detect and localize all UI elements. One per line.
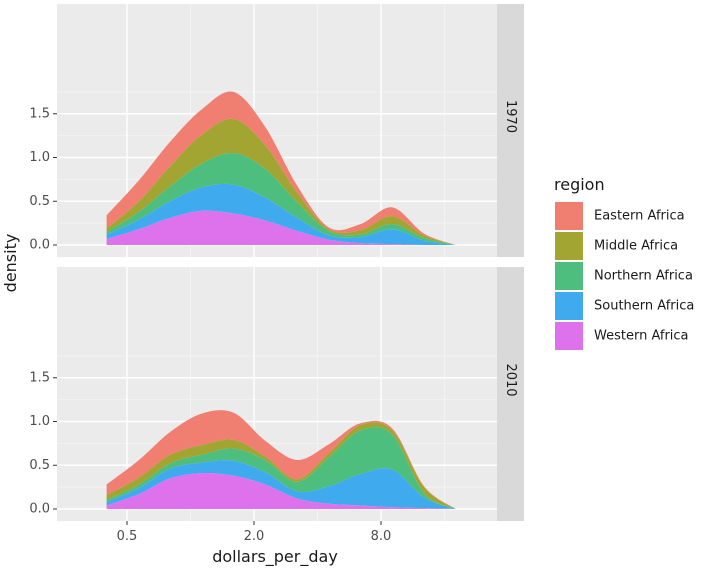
x-tick-label: 2.0 xyxy=(244,529,265,544)
y-tick-label: 0.5 xyxy=(29,458,50,473)
y-axis-title: density xyxy=(1,234,20,293)
x-tick-label: 0.5 xyxy=(117,529,138,544)
density-area-middle-africa xyxy=(106,118,456,245)
facet-strip-label: 1970 xyxy=(503,100,518,133)
legend-swatch-southern-africa xyxy=(555,292,583,320)
panels-layer: 1970 0.0 0.5 1.0 1.5 2010 0.0 0.5 1.0 1.5 xyxy=(29,4,524,521)
legend-swatch-western-africa xyxy=(555,322,583,350)
facet-panel-1970: 1970 0.0 0.5 1.0 1.5 xyxy=(29,4,524,257)
y-tick-label: 0.5 xyxy=(29,194,50,209)
facet-panel-2010: 2010 0.0 0.5 1.0 1.5 xyxy=(29,267,524,521)
y-tick-label: 0.0 xyxy=(29,238,50,253)
density-area-northern-africa xyxy=(106,427,456,509)
y-tick-label: 1.0 xyxy=(29,150,50,165)
legend: region Eastern Africa Middle Africa Northe… xyxy=(554,175,694,350)
legend-title: region xyxy=(554,175,605,194)
density-area-eastern-africa xyxy=(106,410,456,509)
y-tick-label: 1.5 xyxy=(29,106,50,121)
y-tick-label: 1.5 xyxy=(29,370,50,385)
x-axis: 0.5 2.0 8.0 xyxy=(117,521,392,544)
density-area-eastern-africa xyxy=(106,91,456,245)
facet-strip xyxy=(497,4,524,257)
facet-strip xyxy=(497,267,524,521)
facet-strip-label: 2010 xyxy=(503,363,518,396)
legend-label-middle-africa: Middle Africa xyxy=(594,239,678,254)
x-tick-label: 8.0 xyxy=(371,529,392,544)
legend-label-eastern-africa: Eastern Africa xyxy=(594,209,685,224)
legend-label-northern-africa: Northern Africa xyxy=(594,269,693,284)
legend-swatch-middle-africa xyxy=(555,232,583,260)
y-tick-label: 1.0 xyxy=(29,414,50,429)
legend-swatch-northern-africa xyxy=(555,262,583,290)
density-area-southern-africa xyxy=(106,183,456,246)
x-axis-title: dollars_per_day xyxy=(212,547,338,567)
density-area-northern-africa xyxy=(106,153,456,245)
legend-label-southern-africa: Southern Africa xyxy=(594,299,694,314)
y-tick-label: 0.0 xyxy=(29,502,50,517)
legend-label-western-africa: Western Africa xyxy=(594,329,689,344)
density-area-southern-africa xyxy=(106,460,456,509)
density-area-western-africa xyxy=(106,210,456,246)
density-area-western-africa xyxy=(106,473,456,509)
legend-swatch-eastern-africa xyxy=(555,202,583,230)
